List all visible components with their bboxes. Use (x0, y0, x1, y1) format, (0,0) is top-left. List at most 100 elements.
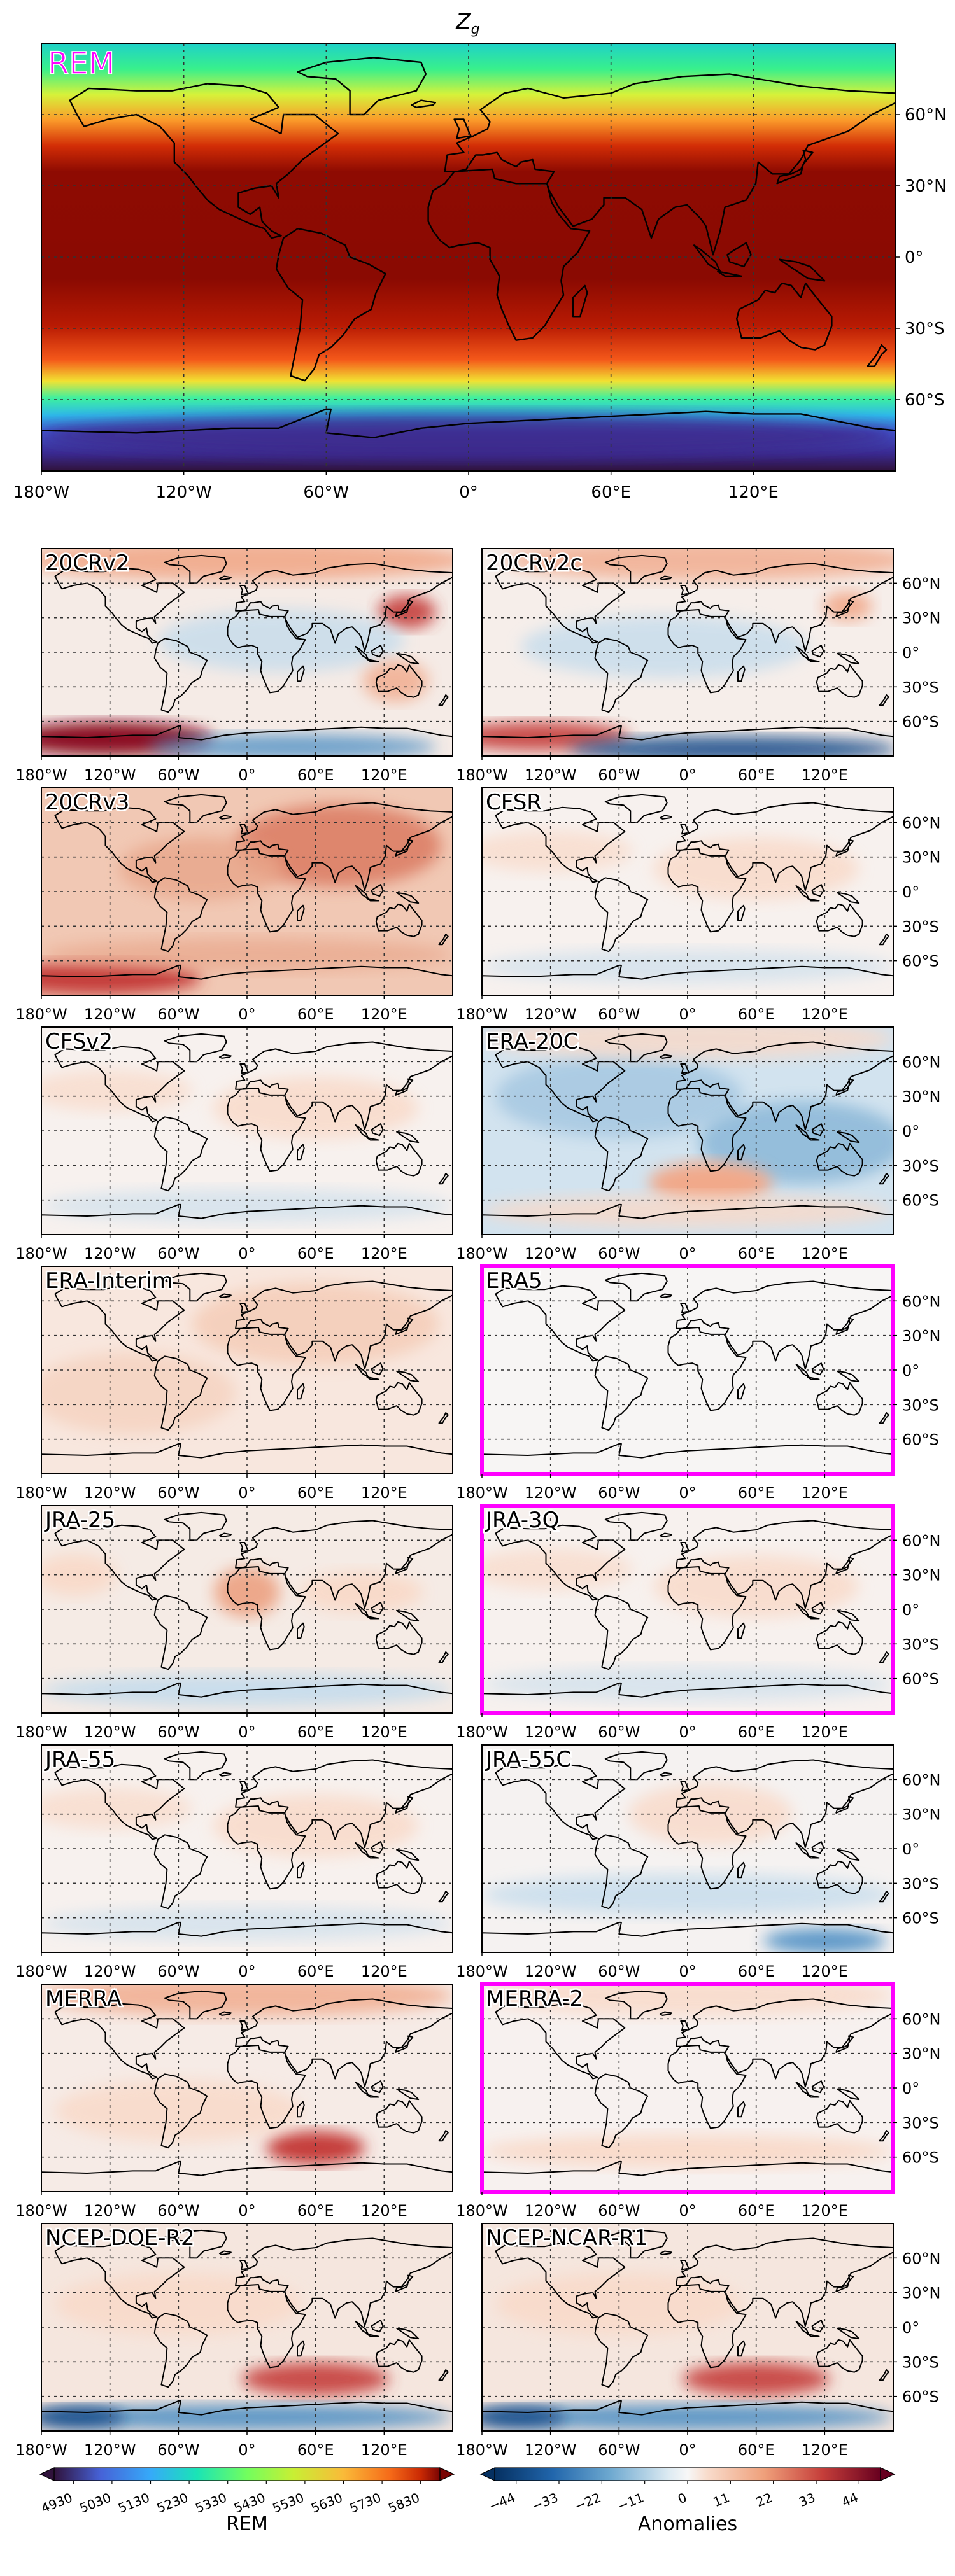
lon-tick-label: 60°W (598, 1245, 640, 1263)
lon-tick-label: 120°W (525, 1963, 577, 1980)
coastline (680, 1303, 690, 1313)
panel-jra-25-field (41, 1506, 453, 1713)
lon-tick-label: 120°E (361, 1245, 407, 1263)
coastline (41, 964, 453, 995)
coastline (41, 1443, 453, 1474)
lat-tick-label: 30°S (902, 1396, 939, 1414)
coastline (676, 2237, 893, 2327)
coastline (69, 83, 339, 239)
coastline (297, 1144, 305, 1161)
panel-jra-3q: JRA-3Q 180°W 120°W 60°W 0° 60°E 120°E 60°N 30°N 0… (456, 1504, 941, 1741)
panel-20crv3-field (41, 788, 453, 995)
lon-tick-label: 120°W (84, 1005, 136, 1023)
colorbar-tick-label: 5030 (78, 2489, 113, 2516)
coastline (795, 2320, 810, 2335)
lon-tick-label: 120°E (802, 1005, 848, 1023)
colorbar-tick-label: −11 (615, 2489, 646, 2514)
anomaly-blob (55, 2080, 302, 2143)
lon-tick-label: 0° (459, 483, 478, 502)
coastline (153, 638, 208, 713)
lon-tick-label: 180°W (15, 2441, 67, 2459)
lon-tick-label: 60°W (157, 766, 199, 784)
panel-label: JRA-55C (485, 1747, 571, 1772)
lat-tick-label: 60°N (902, 2010, 941, 2028)
coastline (594, 638, 649, 713)
lon-tick-label: 180°W (15, 1723, 67, 1741)
coastline (676, 802, 893, 892)
rem-antarctic-low (41, 414, 896, 457)
coastline (366, 658, 379, 662)
coastline (604, 554, 668, 584)
coastline (482, 964, 893, 995)
panel-jra-25: JRA-25 180°W 120°W 60°W 0° 60°E 120°E (15, 1505, 453, 1741)
panel-label: CFSR (486, 790, 542, 815)
coastline (737, 2340, 746, 2357)
colorbar-tick-label: −44 (486, 2489, 517, 2514)
anomaly-blob (41, 1352, 236, 1435)
anomaly-blob (521, 615, 809, 678)
coastline (837, 1370, 860, 1383)
lat-tick-label: 30°S (902, 918, 939, 935)
anomalies-colorbar-bar (494, 2467, 881, 2481)
anomaly-blob (682, 2362, 830, 2396)
coastline (239, 1542, 249, 1553)
lon-tick-label: 120°W (84, 2202, 136, 2220)
lat-tick-label: 60°N (902, 1532, 941, 1550)
coastline (482, 1443, 893, 1474)
lon-tick-label: 120°E (802, 1723, 848, 1741)
panel-merra-2-field (482, 1984, 893, 2192)
figure-title-subscript: g (471, 22, 480, 38)
coastline (438, 2369, 449, 2381)
coastline (239, 1303, 249, 1313)
lon-tick-label: 60°W (157, 1005, 199, 1023)
lat-tick-label: 30°S (902, 2114, 939, 2132)
lon-tick-label: 120°W (84, 766, 136, 784)
coastline (371, 1362, 384, 1376)
coastline (375, 664, 423, 698)
coastline (879, 1651, 889, 1663)
coastline (41, 1921, 453, 1952)
coastline (835, 839, 854, 857)
lon-tick-label: 120°W (84, 1963, 136, 1980)
lon-tick-label: 60°E (297, 1245, 334, 1263)
colorbar-tick-label: 44 (840, 2489, 861, 2510)
coastline (218, 1532, 232, 1537)
coastline (737, 904, 746, 921)
coastline (41, 1203, 453, 1235)
panel-era-20c-field (482, 1027, 893, 1235)
lon-tick-label: 0° (238, 766, 255, 784)
lon-tick-label: 60°W (598, 1723, 640, 1741)
colorbar-tick-label: −22 (572, 2489, 603, 2514)
colorbar-tick-label: 5830 (386, 2489, 421, 2516)
panel-era-interim-field (41, 1266, 453, 1474)
coastline (366, 1854, 379, 1859)
coastline (366, 897, 379, 902)
coastline (495, 1763, 626, 1840)
coastline (816, 903, 863, 937)
coastline (41, 408, 896, 471)
rem-colorbar-bar (53, 2467, 441, 2481)
coastline (153, 1834, 208, 1910)
anomaly-blob (266, 2131, 365, 2165)
coastline (837, 2088, 860, 2101)
lon-tick-label: 60°E (738, 2441, 775, 2459)
lon-tick-label: 0° (238, 2202, 255, 2220)
coastline (594, 1116, 649, 1192)
coastline (218, 2250, 232, 2255)
coastline (495, 806, 626, 883)
lon-tick-label: 0° (238, 1723, 255, 1741)
lon-tick-label: 60°W (303, 483, 349, 502)
lon-tick-label: 180°W (15, 1963, 67, 1980)
coastline (795, 885, 810, 899)
anomaly-blob (569, 736, 893, 756)
coastline (737, 665, 746, 682)
coastline (297, 2340, 305, 2357)
coastline (776, 149, 814, 185)
anomalies-colorbar-extend-high (880, 2467, 896, 2481)
lat-tick-label: 60°N (902, 2250, 941, 2267)
coastline (835, 2274, 854, 2292)
coastline (835, 2035, 854, 2053)
panel-20crv3: 20CRv3 180°W 120°W 60°W 0° 60°E 120°E (15, 787, 453, 1023)
lat-tick-label: 30°S (902, 1635, 939, 1653)
